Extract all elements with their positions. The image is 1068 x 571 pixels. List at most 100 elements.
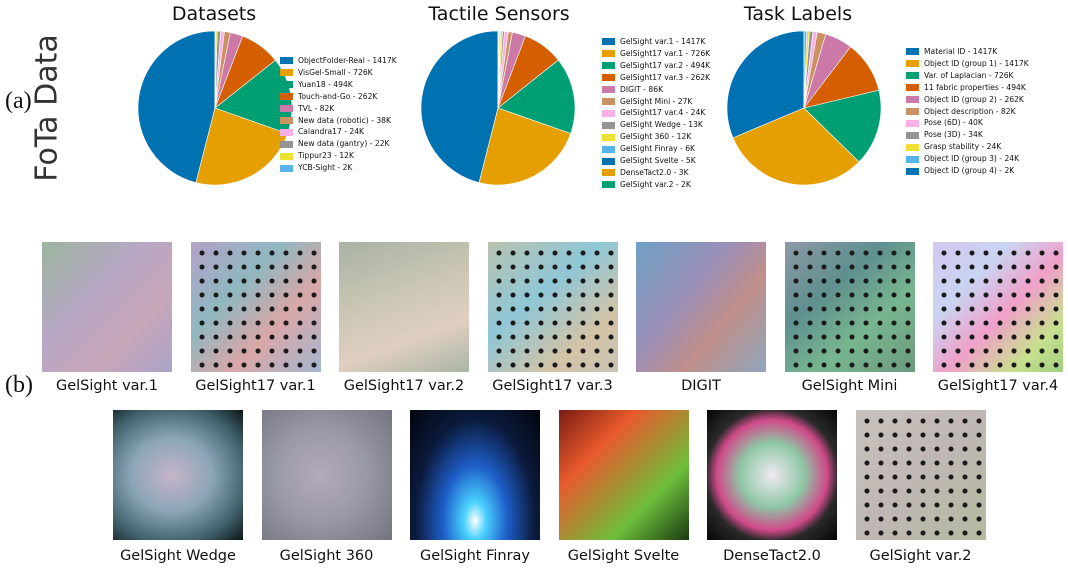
legend-swatch — [602, 121, 615, 129]
panel-label-a: (a) — [5, 88, 32, 114]
legend-swatch — [602, 109, 615, 117]
legend-swatch — [602, 74, 615, 82]
legend-entry: Yuan18 - 494K — [280, 79, 397, 91]
legend-swatch — [280, 140, 293, 148]
legend-entry: VisGel-Small - 726K — [280, 67, 397, 79]
legend-entry: Material ID - 1417K — [906, 46, 1029, 58]
legend-swatch — [602, 169, 615, 177]
legend-entry: GelSight17 var.3 - 262K — [602, 72, 710, 84]
marker-dots — [190, 242, 321, 372]
sensor-caption: DIGIT — [681, 378, 721, 394]
legend-swatch — [906, 131, 919, 139]
legend-entry: Pose (3D) - 34K — [906, 129, 1029, 141]
sensor-image — [855, 410, 986, 540]
legend-swatch — [906, 107, 919, 115]
legend-entry: Grasp stability - 24K — [906, 141, 1029, 153]
legend-swatch — [602, 157, 615, 165]
sensor-caption: GelSight Wedge — [120, 548, 236, 564]
pie-chart-task-labels — [726, 30, 882, 186]
legend-entry: Object ID (group 3) - 24K — [906, 153, 1029, 165]
legend-entry: TVL - 82K — [280, 103, 397, 115]
pie-slice-1 — [478, 107, 572, 186]
sensor-caption: DenseTact2.0 — [723, 548, 821, 564]
legend-label: GelSight17 var.1 - 726K — [620, 48, 711, 58]
legend-swatch — [280, 69, 293, 77]
side-title: FoTa Data — [22, 34, 72, 181]
legend-entry: Var. of Laplacian - 726K — [906, 70, 1029, 82]
legend-label: Object ID (group 3) - 24K — [924, 154, 1020, 164]
legend-swatch — [602, 181, 615, 189]
legend-entry: Tippur23 - 12K — [280, 150, 397, 162]
legend-entry: ObjectFolder-Real - 1417K — [280, 55, 397, 67]
legend-label: VisGel-Small - 726K — [298, 67, 373, 77]
legend-label: Object ID (group 1) - 1417K — [924, 58, 1029, 68]
pie-slice-0 — [420, 30, 499, 184]
sensor-image — [636, 242, 766, 372]
legend-label: TVL - 82K — [298, 103, 335, 113]
legend-label: Object ID (group 4) - 2K — [924, 166, 1015, 176]
legend-tactile-sensors: GelSight var.1 - 1417K GelSight17 var.1 -… — [602, 36, 710, 191]
legend-entry: GelSight17 var.1 - 726K — [602, 48, 710, 60]
legend-label: GelSight17 var.2 - 494K — [620, 60, 711, 70]
pie-chart-datasets — [137, 30, 293, 186]
legend-entry: GelSight17 var.2 - 494K — [602, 60, 710, 72]
legend-swatch — [280, 128, 293, 136]
legend-label: GelSight var.2 - 2K — [620, 179, 691, 189]
legend-label: Grasp stability - 24K — [924, 142, 1002, 152]
legend-swatch — [280, 93, 293, 101]
legend-swatch — [280, 105, 293, 113]
legend-swatch — [906, 167, 919, 175]
legend-swatch — [906, 48, 919, 56]
sensor-image — [487, 242, 618, 372]
sensor-caption: GelSight var.2 — [869, 548, 972, 564]
sensor-caption: GelSight17 var.2 — [343, 378, 465, 394]
sensor-caption: GelSight Svelte — [567, 548, 680, 564]
legend-task-labels: Material ID - 1417K Object ID (group 1) -… — [906, 46, 1029, 177]
legend-swatch — [906, 96, 919, 104]
legend-label: ObjectFolder-Real - 1417K — [298, 56, 397, 65]
marker-dots — [855, 410, 986, 540]
sensor-caption: GelSight17 var.1 — [195, 378, 316, 394]
sensor-image — [558, 410, 689, 540]
legend-entry: GelSight Finray - 6K — [602, 143, 710, 155]
legend-swatch — [602, 97, 615, 105]
legend-label: DenseTact2.0 - 3K — [620, 167, 689, 177]
legend-label: Pose (6D) - 40K — [924, 118, 983, 128]
legend-datasets: ObjectFolder-Real - 1417K VisGel-Small - … — [280, 55, 397, 174]
pie-slice-1 — [732, 107, 860, 186]
legend-entry: GelSight Mini - 27K — [602, 96, 710, 108]
legend-entry: New data (gantry) - 22K — [280, 138, 397, 150]
legend-label: Calandra17 - 24K — [298, 127, 365, 137]
legend-entry: 11 fabric properties - 494K — [906, 82, 1029, 94]
legend-entry: Touch-and-Go - 262K — [280, 91, 397, 103]
legend-entry: Object ID (group 1) - 1417K — [906, 58, 1029, 70]
legend-swatch — [906, 60, 919, 68]
legend-label: Pose (3D) - 34K — [924, 130, 983, 140]
legend-swatch — [280, 116, 293, 124]
legend-entry: GelSight var.2 - 2K — [602, 179, 710, 191]
legend-swatch — [906, 119, 919, 127]
legend-swatch — [906, 143, 919, 151]
legend-label: DIGIT - 86K — [620, 84, 664, 94]
marker-dots — [487, 242, 618, 372]
sensor-image — [784, 242, 915, 372]
legend-label: Yuan18 - 494K — [298, 79, 353, 89]
legend-entry: New data (robotic) - 38K — [280, 115, 397, 127]
legend-swatch — [280, 164, 293, 172]
legend-label: Object ID (group 2) - 262K — [924, 94, 1024, 104]
legend-label: GelSight17 var.4 - 24K — [620, 108, 706, 118]
pie-slice-0 — [137, 30, 216, 183]
legend-label: New data (gantry) - 22K — [298, 139, 390, 149]
sensor-caption: GelSight 360 — [279, 548, 374, 564]
legend-entry: DenseTact2.0 - 3K — [602, 167, 710, 179]
legend-label: GelSight17 var.3 - 262K — [620, 72, 711, 82]
legend-entry: Object ID (group 2) - 262K — [906, 94, 1029, 106]
legend-entry: GelSight17 var.4 - 24K — [602, 107, 710, 119]
sensor-image — [339, 242, 469, 372]
legend-swatch — [602, 133, 615, 141]
legend-entry: YCB-Sight - 2K — [280, 162, 397, 174]
legend-label: Var. of Laplacian - 726K — [924, 70, 1014, 80]
legend-entry: GelSight Svelte - 5K — [602, 155, 710, 167]
marker-dots — [784, 242, 915, 372]
sensor-image — [261, 410, 392, 540]
